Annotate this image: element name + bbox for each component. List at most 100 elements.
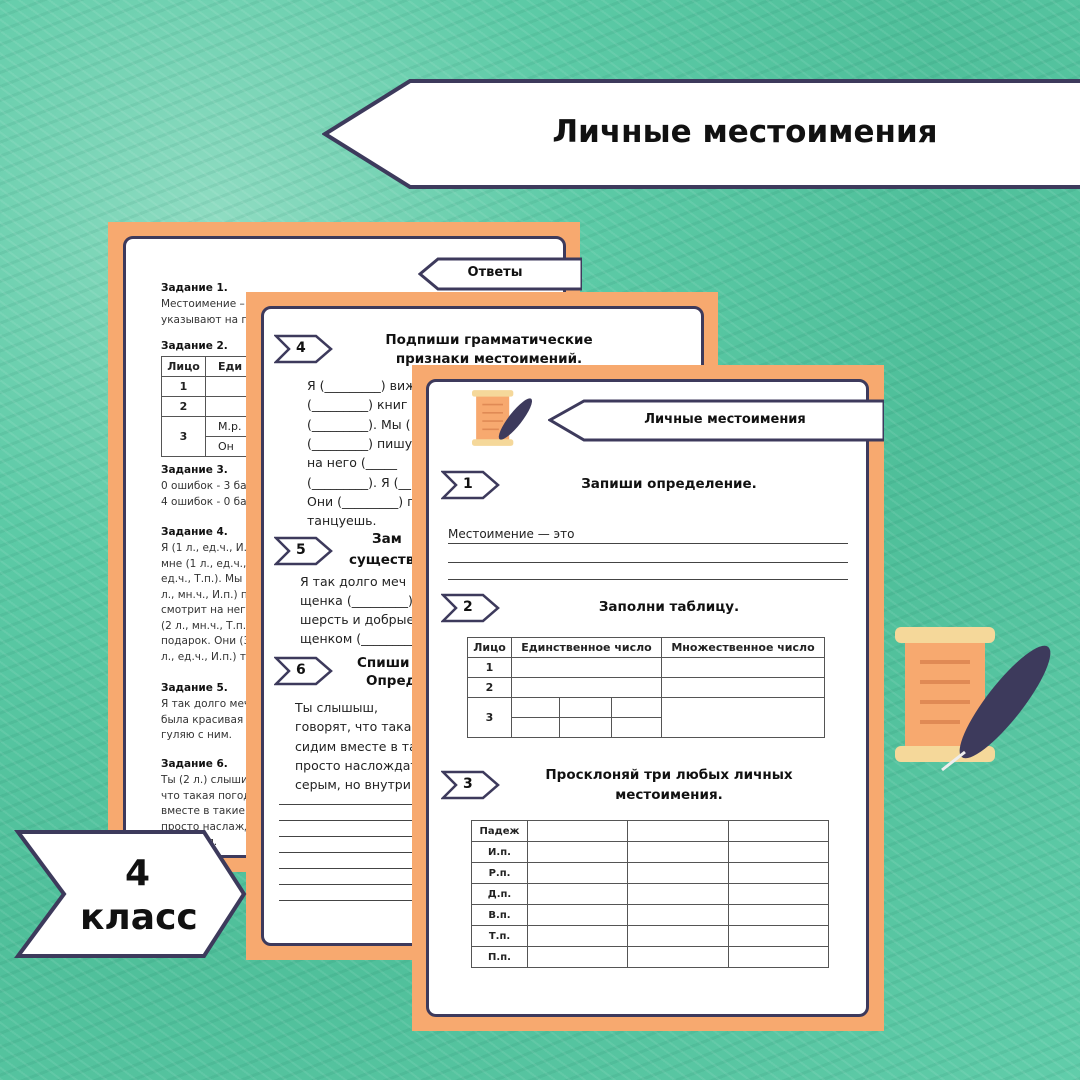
task-title: признаки местоимений. bbox=[395, 351, 583, 367]
answer-line: просто наслажд bbox=[161, 820, 252, 833]
td: 3 bbox=[161, 416, 206, 457]
th: Единственное число bbox=[511, 637, 662, 658]
answer-line bbox=[448, 543, 848, 544]
exercise-line: Я (_________) вижу bbox=[307, 378, 424, 393]
td: 1 bbox=[161, 376, 206, 397]
banner-title: Личные местоимения bbox=[552, 114, 938, 150]
chevron-badge-icon bbox=[274, 536, 333, 566]
answer-line: вместе в такие bbox=[161, 805, 245, 817]
exercise-line: просто наслождат bbox=[295, 757, 418, 773]
answer-line bbox=[279, 900, 429, 901]
answer-line bbox=[279, 820, 429, 821]
case-cell: П.п. bbox=[471, 946, 528, 968]
answer-line bbox=[279, 884, 429, 885]
task-heading: Задание 4. bbox=[161, 526, 228, 538]
answer-line bbox=[279, 852, 429, 853]
case-cell: Д.п. bbox=[471, 883, 528, 905]
case-cell: И.п. bbox=[471, 841, 528, 863]
task-number: 1 bbox=[463, 476, 473, 492]
scroll-quill-icon bbox=[472, 390, 533, 446]
page3-header: Личные местоимения bbox=[644, 412, 806, 427]
answer-line: ед.ч., Т.п.). Мы ( bbox=[161, 573, 250, 585]
task-title: Спиши bbox=[357, 655, 410, 671]
exercise-line: серым, но внутри у bbox=[295, 777, 423, 793]
answer-line: (2 л., мн.ч., Т.п.). bbox=[161, 619, 254, 632]
exercise-line: на него (_____ bbox=[307, 455, 397, 471]
scroll-quill-icon bbox=[895, 627, 1051, 772]
exercise-line: (_________) пишут bbox=[307, 435, 420, 451]
grade-label: класс bbox=[80, 897, 198, 938]
chevron-badge-icon bbox=[441, 470, 500, 500]
exercise-line: (_________). Я (__ bbox=[307, 474, 411, 490]
answer-line: Ты (2 л.) слыши bbox=[161, 774, 248, 786]
exercise-line: щенком (_________) bbox=[300, 631, 423, 646]
th: Лицо bbox=[467, 637, 512, 658]
answer-line bbox=[279, 804, 429, 805]
answer-line: смотрит на него bbox=[161, 604, 253, 616]
answer-line: указывают на п bbox=[161, 313, 249, 326]
task-title: Подпиши грамматические bbox=[385, 332, 593, 348]
answer-line: Я так долго меч bbox=[161, 698, 251, 710]
exercise-line: шерсть и добрые bbox=[300, 612, 415, 627]
td: 3 bbox=[467, 697, 512, 738]
exercise-line: Они (_________) п bbox=[307, 493, 416, 509]
task-heading: Задание 1. bbox=[161, 282, 228, 294]
task-heading: Задание 3. bbox=[161, 464, 228, 476]
task-number: 4 bbox=[296, 340, 306, 356]
task-number: 5 bbox=[296, 542, 306, 558]
grade-number: 4 bbox=[124, 853, 151, 894]
task-number: 6 bbox=[296, 662, 306, 678]
answer-line: мне (1 л., ед.ч., д bbox=[161, 557, 257, 570]
exercise-line: Ты слышыш, bbox=[295, 700, 378, 715]
task-title: Опред bbox=[366, 673, 417, 689]
exercise-line: Я так долго меч bbox=[300, 574, 407, 589]
task-heading: Задание 2. bbox=[161, 340, 228, 352]
answer-line: Местоимение – bbox=[161, 298, 245, 310]
task-heading: Задание 6. bbox=[161, 758, 228, 770]
worksheet-card-3: 1 Запиши определение. Местоимение — это 2 За… bbox=[426, 379, 869, 1017]
answer-line: что такая погод bbox=[161, 789, 251, 802]
task-heading: Задание 5. bbox=[161, 682, 228, 694]
answers-tag-label: Ответы bbox=[467, 265, 523, 280]
answer-line: 4 ошибок - 0 ба bbox=[161, 495, 247, 508]
answer-line bbox=[279, 836, 429, 837]
chevron-badge-icon bbox=[441, 770, 500, 800]
task-title: Просклоняй три любых личных bbox=[545, 767, 793, 783]
task-title: Зам bbox=[372, 531, 402, 547]
pronoun-table: Лицо Единственное число Множественное числ… bbox=[467, 637, 825, 738]
answer-line: 0 ошибок - 3 ба bbox=[161, 480, 247, 492]
task-title: местоимения. bbox=[615, 787, 723, 803]
task-title: существ bbox=[349, 552, 415, 568]
answer-line: была красивая bbox=[161, 713, 244, 726]
answer-line: гуляю с ним. bbox=[161, 729, 232, 741]
answer-line: подарок. Они (3 bbox=[161, 635, 251, 647]
exercise-line: сидим вместе в так bbox=[295, 738, 425, 754]
answer-line: Я (1 л., ед.ч., И.п bbox=[161, 542, 254, 554]
chevron-badge-icon bbox=[274, 334, 333, 364]
answer-line bbox=[279, 868, 429, 869]
exercise-line: говорят, что такая bbox=[295, 719, 419, 735]
task-title: Заполни таблицу. bbox=[598, 599, 740, 615]
page3-header-tag bbox=[548, 399, 884, 442]
grade-badge bbox=[14, 830, 247, 958]
td: 2 bbox=[161, 396, 206, 417]
td: 2 bbox=[467, 677, 512, 698]
answer-line bbox=[448, 562, 848, 563]
exercise-line: щенка (_________) bbox=[300, 593, 413, 608]
title-banner bbox=[322, 79, 1080, 189]
td: 1 bbox=[467, 657, 512, 678]
case-cell: Падеж bbox=[471, 820, 528, 842]
exercise-line: (_________). Мы ( bbox=[307, 416, 411, 432]
answer-line: л., ед.ч., И.п.) та bbox=[161, 650, 253, 663]
answer-line: л., мн.ч., И.п.) пи bbox=[161, 588, 255, 601]
exercise-line: (_________) книг bbox=[307, 397, 408, 413]
task-title: Запиши определение. bbox=[581, 476, 757, 492]
case-cell: Р.п. bbox=[471, 862, 528, 884]
answer-line bbox=[448, 579, 848, 580]
th: Множественное число bbox=[661, 637, 825, 658]
th: Лицо bbox=[161, 356, 206, 377]
task-number: 3 bbox=[463, 776, 473, 792]
chevron-badge-icon bbox=[274, 656, 333, 686]
definition-prompt: Местоимение — это bbox=[448, 527, 575, 541]
chevron-badge-icon bbox=[441, 593, 500, 623]
